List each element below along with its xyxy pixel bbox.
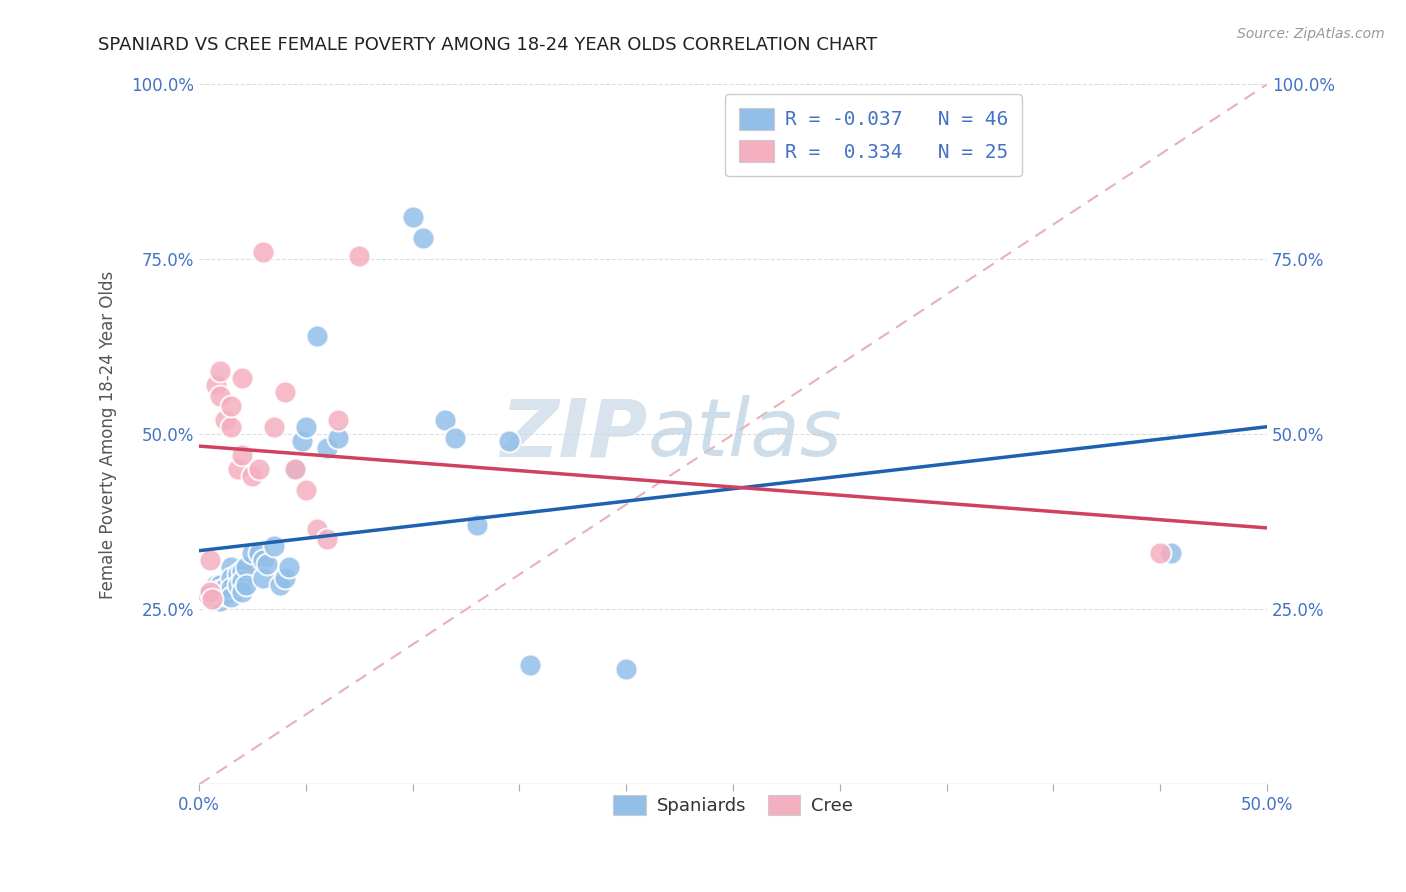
Point	[1160, 546, 1182, 560]
Point	[219, 582, 242, 596]
Point	[291, 434, 314, 449]
Point	[219, 590, 242, 604]
Point	[214, 589, 236, 603]
Point	[219, 420, 242, 434]
Point	[269, 578, 291, 592]
Legend: Spaniards, Cree: Spaniards, Cree	[605, 786, 862, 824]
Point	[198, 585, 221, 599]
Point	[242, 469, 264, 483]
Point	[349, 249, 371, 263]
Point	[1149, 546, 1171, 560]
Point	[214, 413, 236, 427]
Point	[209, 589, 232, 603]
Point	[214, 582, 236, 596]
Point	[295, 483, 318, 498]
Point	[252, 553, 274, 567]
Point	[295, 420, 318, 434]
Point	[326, 431, 349, 445]
Point	[519, 658, 541, 673]
Point	[273, 571, 295, 585]
Point	[305, 522, 328, 536]
Point	[226, 578, 249, 592]
Point	[305, 329, 328, 343]
Point	[402, 211, 425, 225]
Point	[209, 364, 232, 378]
Point	[219, 560, 242, 574]
Point	[252, 571, 274, 585]
Point	[226, 567, 249, 582]
Point	[316, 533, 339, 547]
Point	[247, 546, 270, 560]
Point	[197, 589, 219, 603]
Point	[316, 442, 339, 456]
Point	[231, 564, 253, 578]
Point	[219, 571, 242, 585]
Point	[205, 590, 228, 604]
Point	[614, 662, 637, 676]
Point	[498, 434, 520, 449]
Point	[284, 462, 307, 476]
Point	[198, 589, 221, 603]
Point	[235, 560, 257, 574]
Point	[205, 578, 228, 592]
Point	[412, 231, 434, 245]
Point	[198, 591, 221, 606]
Point	[326, 413, 349, 427]
Point	[252, 245, 274, 260]
Text: Source: ZipAtlas.com: Source: ZipAtlas.com	[1237, 27, 1385, 41]
Point	[433, 413, 456, 427]
Point	[231, 585, 253, 599]
Point	[263, 420, 285, 434]
Text: ZIP: ZIP	[501, 395, 648, 474]
Point	[465, 518, 488, 533]
Point	[235, 578, 257, 592]
Point	[198, 553, 221, 567]
Point	[231, 371, 253, 385]
Point	[263, 540, 285, 554]
Point	[201, 591, 224, 606]
Point	[231, 574, 253, 589]
Point	[277, 560, 299, 574]
Point	[209, 578, 232, 592]
Point	[226, 462, 249, 476]
Point	[205, 585, 228, 599]
Point	[247, 462, 270, 476]
Y-axis label: Female Poverty Among 18-24 Year Olds: Female Poverty Among 18-24 Year Olds	[100, 270, 117, 599]
Text: SPANIARD VS CREE FEMALE POVERTY AMONG 18-24 YEAR OLDS CORRELATION CHART: SPANIARD VS CREE FEMALE POVERTY AMONG 18…	[98, 36, 877, 54]
Point	[256, 557, 278, 571]
Point	[231, 449, 253, 463]
Point	[205, 378, 228, 392]
Point	[444, 431, 467, 445]
Point	[209, 389, 232, 403]
Point	[209, 582, 232, 597]
Point	[273, 385, 295, 400]
Point	[209, 594, 232, 608]
Text: atlas: atlas	[648, 395, 842, 474]
Point	[284, 462, 307, 476]
Point	[219, 400, 242, 414]
Point	[242, 546, 264, 560]
